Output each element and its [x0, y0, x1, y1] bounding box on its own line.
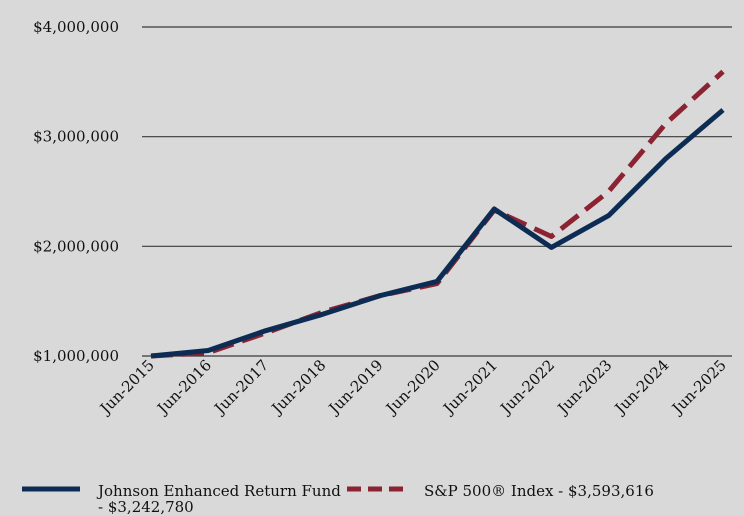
- y-axis-tick-labels: $1,000,000 $2,000,000 $3,000,000 $4,000,000: [33, 18, 119, 365]
- x-tick-label: Jun-2016: [152, 356, 215, 419]
- legend-label-fund-line2: - $3,242,780: [98, 498, 194, 516]
- legend-label-index: S&P 500® Index - $3,593,616: [424, 482, 654, 500]
- grid-lines: [142, 26, 732, 357]
- y-tick-label: $1,000,000: [33, 347, 119, 365]
- series-line-fund: [150, 108, 725, 359]
- x-tick-label: Jun-2023: [553, 356, 616, 419]
- x-tick-label: Jun-2021: [438, 356, 501, 419]
- x-tick-label: Jun-2015: [95, 356, 158, 419]
- y-tick-label: $2,000,000: [33, 237, 119, 255]
- x-tick-label: Jun-2018: [267, 356, 330, 419]
- y-tick-label: $4,000,000: [33, 18, 119, 36]
- x-tick-label: Jun-2020: [381, 356, 444, 419]
- x-tick-label: Jun-2022: [496, 356, 559, 419]
- x-tick-label: Jun-2025: [667, 356, 730, 419]
- x-axis-tick-labels: Jun-2015Jun-2016Jun-2017Jun-2018Jun-2019…: [95, 356, 730, 419]
- x-tick-label: Jun-2024: [610, 356, 673, 419]
- legend: Johnson Enhanced Return Fund - $3,242,78…: [22, 482, 654, 516]
- x-tick-label: Jun-2019: [324, 356, 387, 419]
- series-line-index: [150, 69, 725, 359]
- series-lines: [150, 69, 725, 359]
- x-tick-label: Jun-2017: [210, 356, 273, 419]
- y-tick-label: $3,000,000: [33, 128, 119, 146]
- legend-label-fund-line1: Johnson Enhanced Return Fund: [96, 482, 341, 500]
